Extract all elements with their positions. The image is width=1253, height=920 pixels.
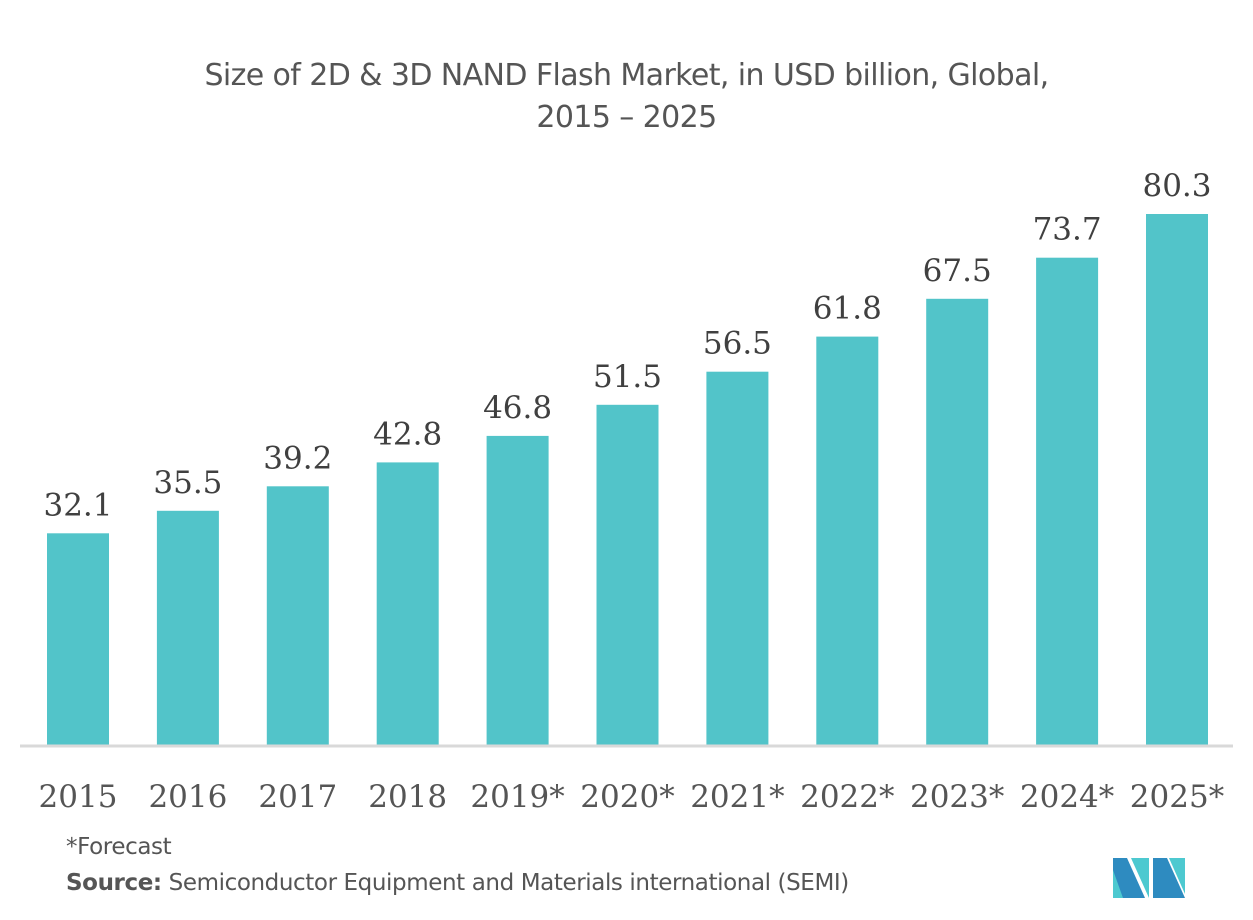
- source-note: Source: Semiconductor Equipment and Mate…: [66, 870, 849, 896]
- value-label-2024: 73.7: [1033, 212, 1102, 248]
- bar-2022: [816, 336, 879, 746]
- value-label-2015: 32.1: [43, 487, 112, 523]
- value-label-2023: 67.5: [923, 253, 992, 289]
- x-tick-label-2024: 2024*: [1020, 779, 1114, 815]
- bar-2024: [1036, 257, 1099, 746]
- logo-shape-light-mid: [1131, 858, 1149, 898]
- x-tick-label-2016: 2016: [148, 779, 227, 815]
- bar-2023: [926, 298, 989, 746]
- x-tick-label-2025: 2025*: [1130, 779, 1224, 815]
- logo-shape-dark-left: [1113, 858, 1145, 898]
- bar-2019: [486, 435, 549, 746]
- source-label: Source:: [66, 870, 162, 896]
- bars-group: [47, 214, 1208, 746]
- value-labels-group: 32.1 35.5 39.2 42.8 46.8 51.5 56.5 61.8 67.5 73.7…: [43, 168, 1211, 523]
- value-label-2019: 46.8: [483, 390, 552, 426]
- x-tick-label-2022: 2022*: [800, 779, 894, 815]
- value-label-2016: 35.5: [153, 465, 222, 501]
- bar-2021: [706, 371, 769, 746]
- bar-2015: [47, 533, 109, 746]
- logo-shape-dark-right: [1153, 858, 1185, 898]
- bar-2020: [596, 404, 659, 746]
- value-label-2020: 51.5: [593, 359, 662, 395]
- logo-shape-light-left: [1113, 870, 1123, 898]
- x-tick-label-2019: 2019*: [470, 779, 564, 815]
- mordor-intelligence-logo-icon: [1113, 858, 1185, 898]
- bar-2018: [376, 462, 439, 746]
- value-label-2021: 56.5: [703, 326, 772, 362]
- bar-2025: [1146, 214, 1208, 746]
- x-tick-labels-group: 2015 2016 2017 2018 2019* 2020* 2021* 2022* 2023…: [39, 779, 1225, 815]
- x-tick-label-2017: 2017: [258, 779, 337, 815]
- x-tick-label-2020: 2020*: [580, 779, 674, 815]
- x-tick-label-2021: 2021*: [690, 779, 784, 815]
- chart-title: Size of 2D & 3D NAND Flash Market, in US…: [204, 58, 1049, 93]
- logo-shape-light-right: [1169, 858, 1185, 894]
- value-label-2017: 39.2: [263, 440, 332, 476]
- value-label-2022: 61.8: [813, 291, 882, 327]
- source-text: Semiconductor Equipment and Materials in…: [161, 870, 850, 896]
- value-label-2018: 42.8: [373, 416, 442, 452]
- value-label-2025: 80.3: [1142, 168, 1211, 204]
- x-tick-label-2018: 2018: [368, 779, 447, 815]
- x-tick-label-2015: 2015: [39, 779, 118, 815]
- forecast-note: *Forecast: [66, 834, 172, 860]
- chart-subtitle: 2015 – 2025: [536, 100, 717, 135]
- bar-2017: [266, 486, 329, 746]
- x-tick-label-2023: 2023*: [910, 779, 1004, 815]
- bar-2016: [156, 510, 219, 746]
